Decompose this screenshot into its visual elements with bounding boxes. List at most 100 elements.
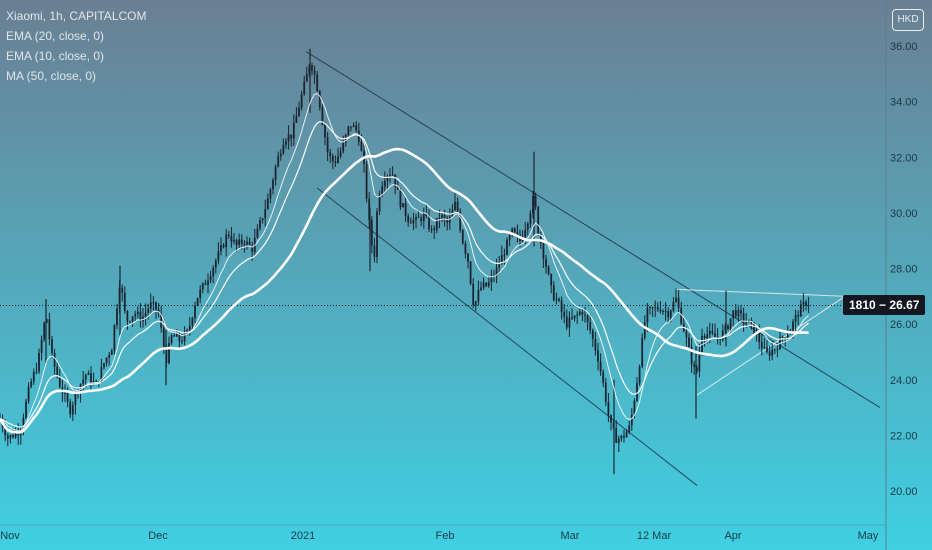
candle-body	[628, 425, 631, 432]
candle-body	[784, 337, 787, 339]
candle-body	[175, 334, 178, 337]
candle-body	[742, 313, 745, 323]
candle-body	[282, 144, 285, 154]
candle-body	[677, 297, 680, 308]
candle-body	[79, 384, 82, 393]
candle-body	[771, 349, 774, 356]
candle-body	[365, 163, 368, 199]
last-price-value: 26.67	[889, 298, 920, 312]
candle-body	[524, 229, 527, 238]
candle-body	[339, 151, 342, 157]
candle-body	[186, 330, 189, 333]
candle-body	[560, 300, 563, 312]
y-tick-label-4: 28.00	[890, 264, 918, 276]
candle-body	[337, 156, 339, 163]
candle-body	[698, 352, 701, 372]
ma-50-line	[0, 147, 809, 434]
legend-ma-50[interactable]: MA (50, close, 0)	[6, 69, 97, 83]
candle-body	[4, 427, 7, 436]
candle-body	[368, 198, 371, 220]
candle-body	[542, 243, 545, 259]
candle-body	[610, 414, 612, 423]
channel-lower-line	[316, 187, 698, 486]
candle-body	[222, 245, 225, 248]
candle-body	[105, 357, 108, 364]
candle-body	[149, 302, 152, 309]
y-tick-label-0: 20.00	[890, 486, 918, 498]
candle-body	[467, 253, 469, 262]
candle-body	[558, 298, 560, 301]
candle-body	[313, 70, 316, 75]
triangle-bottom-line	[696, 295, 846, 396]
candle-body	[552, 285, 555, 301]
candle-body	[113, 325, 116, 351]
candle-body	[402, 203, 404, 208]
candle-body	[534, 195, 537, 207]
candle-body	[547, 267, 550, 275]
candle-body	[503, 254, 506, 256]
candle-body	[495, 267, 498, 277]
candle-body	[740, 310, 742, 314]
candle-body	[100, 367, 103, 382]
candle-body	[537, 206, 540, 235]
candle-body	[238, 239, 241, 246]
candle-body	[246, 241, 248, 245]
candle-body	[773, 349, 776, 351]
candle-body	[516, 232, 519, 235]
candle-body	[464, 243, 467, 254]
candle-body	[654, 307, 657, 309]
candle-body	[329, 152, 332, 156]
candle-body	[285, 141, 287, 145]
candle-body	[672, 302, 675, 311]
candle-body	[188, 325, 191, 331]
candle-body	[428, 216, 430, 230]
candle-body	[404, 203, 407, 217]
y-tick-label-2: 24.00	[890, 375, 918, 387]
legend-ema-10[interactable]: EMA (10, close, 0)	[6, 49, 105, 63]
candle-body	[656, 307, 659, 310]
candle-body	[277, 156, 280, 167]
candle-body	[300, 94, 303, 108]
candle-body	[22, 417, 25, 430]
candle-body	[264, 209, 267, 219]
candle-body	[805, 302, 807, 306]
x-tick-label-5: 12 Mar	[637, 530, 672, 542]
candle-body	[662, 310, 664, 312]
candle-body	[295, 115, 298, 123]
candle-body	[573, 315, 576, 319]
candle-body	[352, 125, 355, 128]
candle-body	[116, 308, 118, 326]
candle-body	[129, 321, 131, 323]
candle-body	[498, 264, 501, 268]
candle-body	[126, 310, 129, 322]
indicator-legend: Xiaomi, 1h, CAPITALCOM EMA (20, close, 0…	[6, 6, 146, 86]
candle-body	[217, 251, 220, 261]
legend-symbol[interactable]: Xiaomi, 1h, CAPITALCOM	[6, 9, 147, 23]
candle-body	[727, 325, 729, 329]
candle-body	[399, 189, 402, 208]
candle-body	[66, 393, 69, 402]
candle-body	[194, 305, 196, 319]
candle-body	[233, 239, 235, 242]
candle-body	[446, 218, 449, 223]
candle-body	[438, 217, 441, 219]
candle-body	[204, 283, 207, 285]
candle-body	[487, 282, 490, 286]
candle-body	[477, 289, 480, 302]
candle-body	[326, 137, 329, 153]
candle-body	[529, 213, 532, 224]
candle-body	[675, 297, 677, 303]
candle-body	[732, 310, 735, 319]
candle-body	[266, 198, 269, 210]
candle-body	[456, 201, 459, 212]
candle-body	[383, 180, 386, 187]
candle-body	[69, 401, 72, 415]
candle-body	[623, 435, 625, 438]
candle-body	[243, 243, 246, 245]
legend-ema-20[interactable]: EMA (20, close, 0)	[6, 29, 105, 43]
candle-body	[240, 239, 243, 244]
candle-body	[555, 298, 558, 301]
candle-body	[532, 195, 534, 214]
currency-badge[interactable]: HKD	[892, 9, 924, 31]
